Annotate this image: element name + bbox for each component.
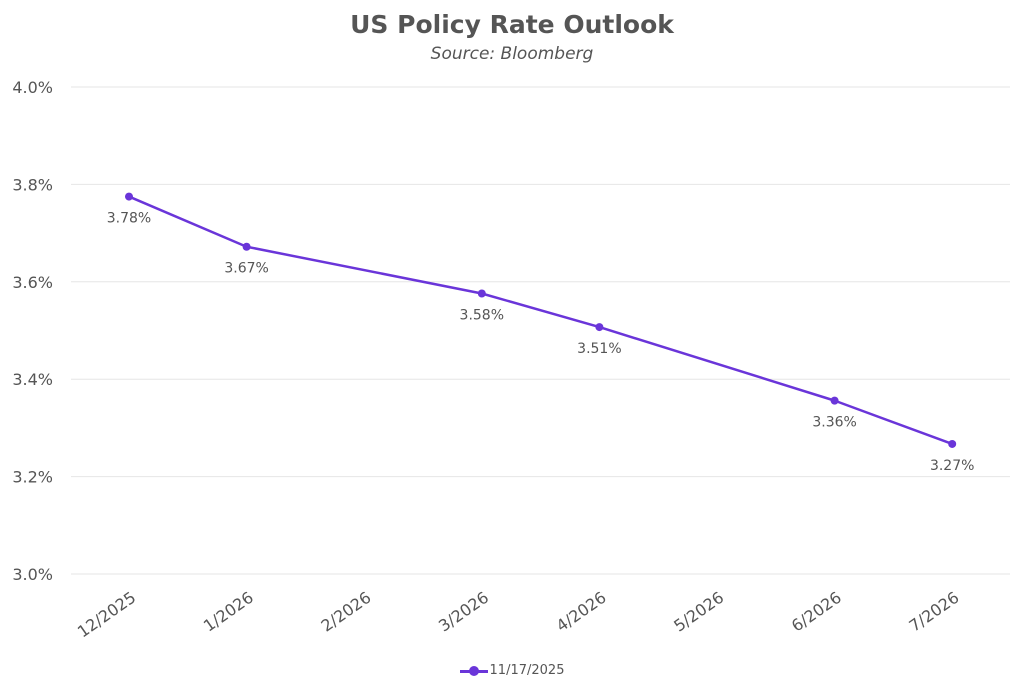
legend-marker-icon — [459, 665, 488, 676]
x-tick-label: 3/2026 — [435, 588, 492, 636]
x-tick-label: 12/2025 — [74, 588, 139, 642]
y-tick-label: 3.6% — [12, 273, 53, 292]
y-tick-label: 3.0% — [12, 565, 53, 584]
x-tick-label: 1/2026 — [200, 588, 257, 636]
x-tick-label: 5/2026 — [670, 588, 727, 636]
data-label: 3.36% — [812, 415, 856, 431]
x-tick-label: 6/2026 — [788, 588, 845, 636]
y-tick-label: 3.2% — [12, 468, 53, 487]
chart-subtitle: Source: Bloomberg — [430, 44, 594, 64]
data-point — [830, 396, 839, 405]
data-point — [595, 323, 604, 332]
y-tick-label: 3.8% — [12, 175, 53, 194]
series-line — [128, 195, 953, 446]
data-point — [948, 439, 957, 448]
chart-title: US Policy Rate Outlook — [350, 10, 674, 39]
x-tick-label: 4/2026 — [553, 588, 610, 636]
legend-label: 11/17/2025 — [489, 663, 565, 678]
x-tick-label: 2/2026 — [317, 588, 374, 636]
data-label: 3.27% — [930, 458, 974, 474]
legend: 11/17/2025 — [0, 663, 1024, 678]
data-label: 3.67% — [224, 261, 268, 277]
data-label: 3.58% — [460, 307, 504, 323]
x-tick-label: 7/2026 — [905, 588, 962, 636]
data-point — [477, 289, 486, 298]
data-point — [242, 242, 251, 251]
data-point — [125, 192, 133, 201]
data-label: 3.51% — [577, 341, 621, 357]
data-label: 3.78% — [107, 211, 151, 227]
y-tick-label: 4.0% — [12, 78, 53, 97]
y-tick-label: 3.4% — [12, 370, 53, 389]
